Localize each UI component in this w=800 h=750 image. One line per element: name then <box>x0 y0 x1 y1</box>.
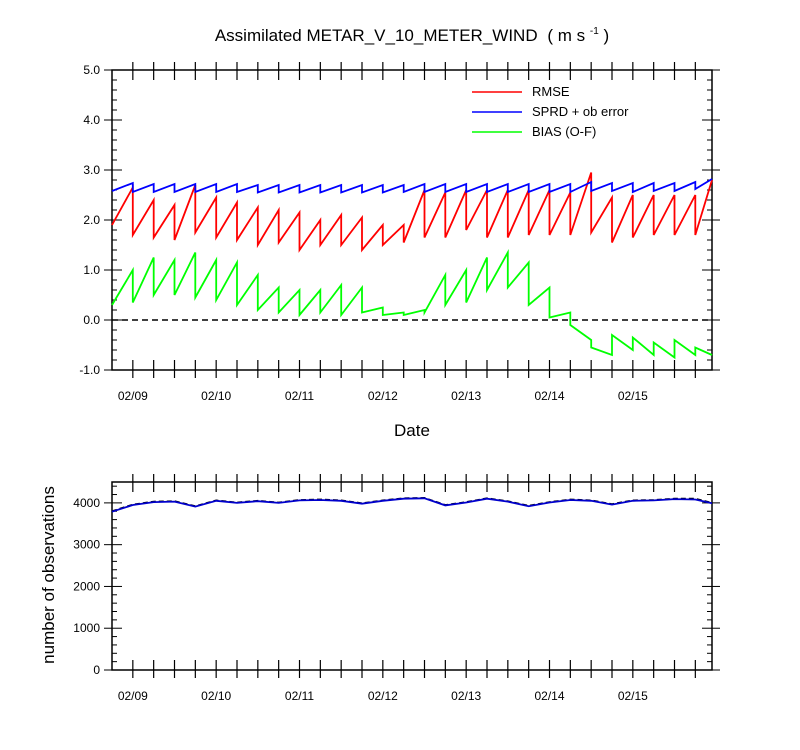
series-line-rmse <box>111 172 713 253</box>
y-tick-label: 1.0 <box>83 263 100 277</box>
x-tick-label: 02/10 <box>201 389 231 403</box>
y-tick-label: 1000 <box>73 621 100 635</box>
series-line-assimilated-observations <box>111 497 713 513</box>
top-x-axis-label: Date <box>394 421 430 440</box>
legend-label-bias: BIAS (O-F) <box>532 124 596 139</box>
legend: RMSE SPRD + ob error BIAS (O-F) <box>472 84 629 139</box>
y-tick-label: -1.0 <box>79 363 100 377</box>
series-line-sprd-ob-error <box>111 178 713 194</box>
x-tick-label: 02/09 <box>118 389 148 403</box>
x-tick-label: 02/11 <box>285 689 314 703</box>
chart-title-units-sup: -1 <box>590 26 599 37</box>
chart-title-units: ( m s <box>547 26 585 45</box>
x-tick-label: 02/14 <box>534 389 564 403</box>
y-tick-label: 3.0 <box>83 163 100 177</box>
x-tick-label: 02/10 <box>201 689 231 703</box>
chart-title: Assimilated METAR_V_10_METER_WIND ( m s … <box>215 19 609 45</box>
x-tick-label: 02/15 <box>618 689 648 703</box>
y-tick-label: 2.0 <box>83 213 100 227</box>
y-tick-label: 2000 <box>73 579 100 593</box>
x-tick-label: 02/14 <box>534 689 564 703</box>
x-tick-label: 02/15 <box>618 389 648 403</box>
y-tick-label: 4.0 <box>83 113 100 127</box>
y-tick-label: 0.0 <box>83 313 100 327</box>
chart-title-main: Assimilated METAR_V_10_METER_WIND <box>215 26 538 45</box>
bottom-panel: 02/09 02/10 02/11 02/12 02/13 02/14 02/15 0 1000… <box>73 474 720 703</box>
top-panel: 02/09 02/10 02/11 02/12 02/13 02/14 02/15 -1.0 0… <box>79 62 720 403</box>
x-tick-label: 02/13 <box>451 389 481 403</box>
legend-label-sprd: SPRD + ob error <box>532 104 629 119</box>
chart-title-units-close: ) <box>604 26 610 45</box>
y-tick-label: 4000 <box>73 496 100 510</box>
x-tick-label: 02/12 <box>368 389 398 403</box>
x-tick-label: 02/12 <box>368 689 398 703</box>
series-line-bias-o-f- <box>111 249 713 360</box>
bottom-y-axis-label: number of observations <box>39 486 58 664</box>
x-tick-label: 02/11 <box>285 389 314 403</box>
legend-label-rmse: RMSE <box>532 84 570 99</box>
x-tick-label: 02/13 <box>451 689 481 703</box>
x-tick-label: 02/09 <box>118 689 148 703</box>
y-tick-label: 0 <box>93 663 100 677</box>
plot-frame-bottom <box>111 481 713 671</box>
y-tick-label: 3000 <box>73 538 100 552</box>
y-tick-label: 5.0 <box>83 63 100 77</box>
